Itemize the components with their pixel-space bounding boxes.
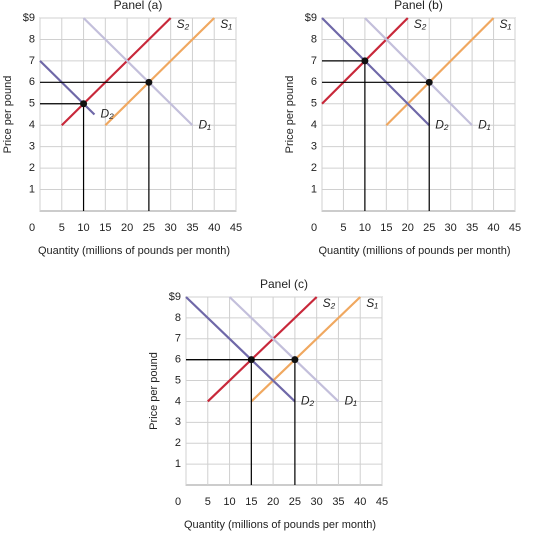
curve-label: S₁: [366, 296, 378, 310]
y-tick-label: 8: [29, 33, 35, 45]
x-tick-label: 0: [29, 222, 35, 234]
x-tick-label: 0: [175, 496, 181, 508]
y-axis-title: Price per pound: [284, 76, 296, 154]
equilibrium-point: [145, 78, 153, 86]
x-axis-title: Quantity (millions of pounds per month): [319, 245, 511, 257]
curve: [228, 296, 340, 403]
curve: [82, 17, 194, 127]
curve: [104, 17, 215, 127]
y-tick-label: 7: [175, 333, 181, 345]
x-tick-label: 10: [77, 222, 89, 234]
x-tick-label: 35: [332, 496, 344, 508]
y-tick-label: 7: [29, 55, 35, 67]
x-tick-label: 10: [223, 496, 235, 508]
x-tick-label: 45: [509, 222, 521, 234]
y-tick-label: 8: [311, 33, 317, 45]
x-tick-label: 5: [340, 222, 346, 234]
panel: Panel (b)0 5 10 15 20 25 30 35 40 4512345678$9Qua…: [284, 0, 521, 257]
x-tick-label: 30: [311, 496, 323, 508]
curve-label: D₁: [478, 117, 491, 131]
x-tick-label: 30: [165, 222, 177, 234]
y-axis-title: Price per pound: [2, 76, 14, 154]
x-tick-label: 30: [445, 222, 457, 234]
curve-label: D₂: [301, 394, 315, 408]
y-tick-label: 1: [175, 458, 181, 470]
panel: Panel (c)0 5 10 15 20 25 30 35 40 4512345678$9Qua…: [148, 277, 388, 531]
curve: [321, 17, 431, 127]
y-tick-label: 2: [311, 162, 317, 174]
x-tick-label: 35: [466, 222, 478, 234]
equilibrium-point: [361, 57, 369, 65]
equilibrium-point: [425, 78, 433, 86]
x-tick-label: 25: [423, 222, 435, 234]
x-tick-label: 40: [487, 222, 499, 234]
equilibrium-point: [80, 100, 88, 108]
x-tick-label: 0: [311, 222, 317, 234]
curve-label: D₂: [435, 117, 449, 131]
curve: [364, 17, 473, 127]
curve: [61, 17, 172, 127]
curve-label: S₂: [323, 296, 336, 310]
y-tick-label: 4: [175, 395, 181, 407]
x-tick-label: 20: [402, 222, 414, 234]
y-tick-label: 7: [311, 55, 317, 67]
y-tick-label: 6: [175, 354, 181, 366]
x-tick-label: 25: [143, 222, 155, 234]
plot-area: [39, 17, 237, 212]
y-tick-label: 3: [311, 141, 317, 153]
curve-label: S₁: [220, 17, 232, 31]
curve-label: D₁: [344, 394, 357, 408]
curve: [385, 17, 495, 127]
x-tick-label: 15: [245, 496, 257, 508]
y-tick-label: 5: [311, 98, 317, 110]
y-tick-label: 8: [175, 312, 181, 324]
y-tick-label: 5: [29, 98, 35, 110]
y-tick-label: $9: [305, 12, 317, 24]
curve: [250, 296, 361, 403]
y-tick-label: 4: [311, 119, 317, 131]
x-tick-label: 5: [205, 496, 211, 508]
curve-label: S₁: [500, 17, 512, 31]
y-tick-label: $9: [169, 291, 181, 303]
curve: [185, 296, 296, 403]
y-tick-label: 1: [29, 183, 35, 195]
x-tick-label: 20: [267, 496, 279, 508]
x-tick-label: 15: [380, 222, 392, 234]
panel-title: Panel (c): [260, 277, 308, 291]
panel-title: Panel (a): [114, 0, 163, 12]
curve-label: D₁: [198, 117, 211, 131]
x-tick-label: 10: [359, 222, 371, 234]
y-tick-label: 6: [29, 76, 35, 88]
y-tick-label: 2: [175, 437, 181, 449]
x-tick-label: 45: [376, 496, 388, 508]
x-tick-label: 40: [354, 496, 366, 508]
y-tick-label: 3: [175, 416, 181, 428]
panel-title: Panel (b): [394, 0, 443, 12]
x-tick-label: 25: [289, 496, 301, 508]
x-tick-label: 5: [59, 222, 65, 234]
x-tick-label: 45: [230, 222, 242, 234]
curve: [207, 296, 318, 403]
curve-label: D₂: [100, 107, 114, 121]
x-tick-label: 35: [186, 222, 198, 234]
y-tick-label: 2: [29, 162, 35, 174]
x-tick-label: 40: [208, 222, 220, 234]
y-tick-label: 5: [175, 374, 181, 386]
y-tick-label: 1: [311, 183, 317, 195]
x-axis-title: Quantity (millions of pounds per month): [38, 245, 230, 257]
y-tick-label: 6: [311, 76, 317, 88]
y-tick-label: 4: [29, 119, 35, 131]
y-axis-title: Price per pound: [148, 352, 160, 430]
x-tick-label: 15: [99, 222, 111, 234]
curve-label: S₂: [177, 17, 190, 31]
curve-label: S₂: [414, 17, 427, 31]
y-tick-label: 3: [29, 141, 35, 153]
y-tick-label: $9: [23, 12, 35, 24]
equilibrium-point: [291, 356, 299, 364]
panel: Panel (a)0 5 10 15 20 25 30 35 40 4512345678$9Qua…: [2, 0, 242, 257]
x-axis-title: Quantity (millions of pounds per month): [184, 519, 376, 531]
x-tick-label: 20: [121, 222, 133, 234]
